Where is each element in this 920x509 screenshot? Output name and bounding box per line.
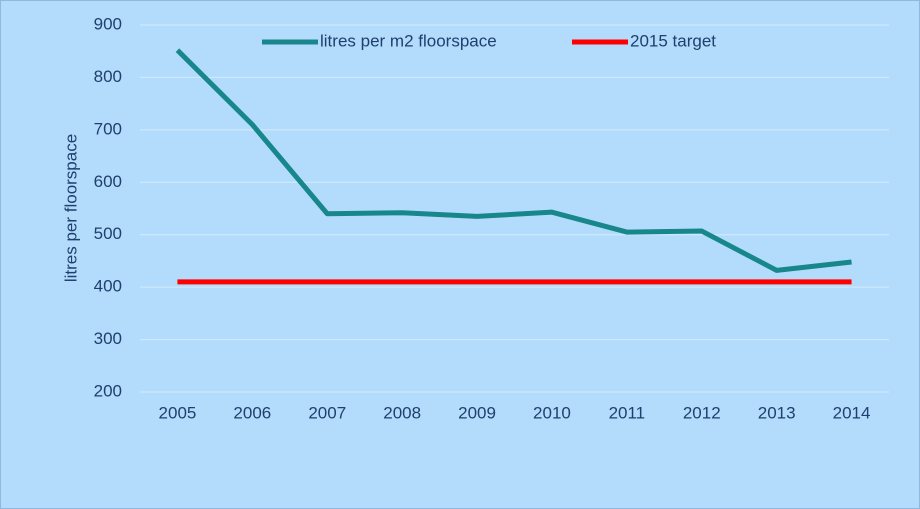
y-tick-label: 700 bbox=[94, 119, 122, 138]
legend-label: 2015 target bbox=[630, 31, 716, 50]
x-tick-label: 2005 bbox=[159, 403, 197, 422]
y-tick-label: 300 bbox=[94, 329, 122, 348]
x-tick-label: 2012 bbox=[683, 403, 721, 422]
legend-label: litres per m2 floorspace bbox=[320, 31, 497, 50]
y-tick-label: 400 bbox=[94, 277, 122, 296]
y-tick-label: 500 bbox=[94, 224, 122, 243]
x-tick-label: 2014 bbox=[833, 403, 871, 422]
y-tick-label: 800 bbox=[94, 67, 122, 86]
x-tick-label: 2007 bbox=[308, 403, 346, 422]
x-tick-label: 2006 bbox=[233, 403, 271, 422]
data-line bbox=[175, 48, 852, 273]
x-tick-label: 2010 bbox=[533, 403, 571, 422]
y-tick-label: 900 bbox=[94, 14, 122, 33]
x-tick-label: 2013 bbox=[758, 403, 796, 422]
x-tick-label: 2008 bbox=[383, 403, 421, 422]
y-tick-label: 600 bbox=[94, 172, 122, 191]
y-axis-label: litres per floorspace bbox=[61, 134, 80, 282]
x-tick-label: 2011 bbox=[609, 403, 646, 422]
x-tick-label: 2009 bbox=[458, 403, 496, 422]
y-tick-label: 200 bbox=[94, 381, 122, 400]
